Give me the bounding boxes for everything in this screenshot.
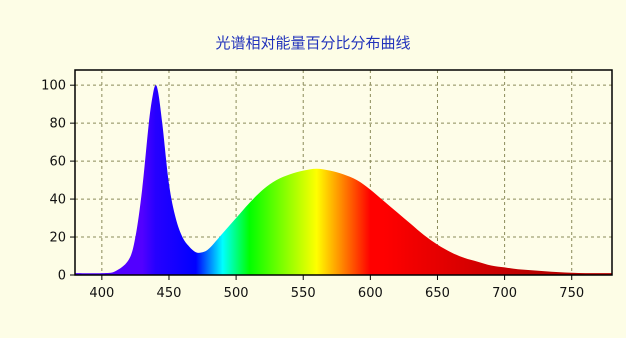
y-tick-label-60: 60 [49, 155, 66, 170]
axes: 400 450 500 550 600 650 700 750 0 20 40 60 80 100 [41, 79, 584, 301]
spectrum-area [75, 85, 612, 275]
spectrum-area-group [75, 85, 612, 275]
y-tick-label-100: 100 [41, 79, 66, 94]
y-tick-label-0: 0 [58, 269, 66, 284]
x-tick-label-650: 650 [425, 286, 450, 301]
chart-title: 光谱相对能量百分比分布曲线 [215, 34, 410, 52]
plot-frame [74, 69, 613, 276]
x-tick-label-700: 700 [492, 286, 517, 301]
y-tick-label-80: 80 [49, 117, 66, 132]
x-tick-label-400: 400 [89, 286, 114, 301]
x-tick-label-550: 550 [291, 286, 316, 301]
y-tick-label-20: 20 [49, 231, 66, 246]
y-tick-label-40: 40 [49, 193, 66, 208]
x-tick-label-450: 450 [157, 286, 182, 301]
x-tick-label-750: 750 [559, 286, 584, 301]
x-tick-label-500: 500 [224, 286, 249, 301]
x-tick-label-600: 600 [358, 286, 383, 301]
